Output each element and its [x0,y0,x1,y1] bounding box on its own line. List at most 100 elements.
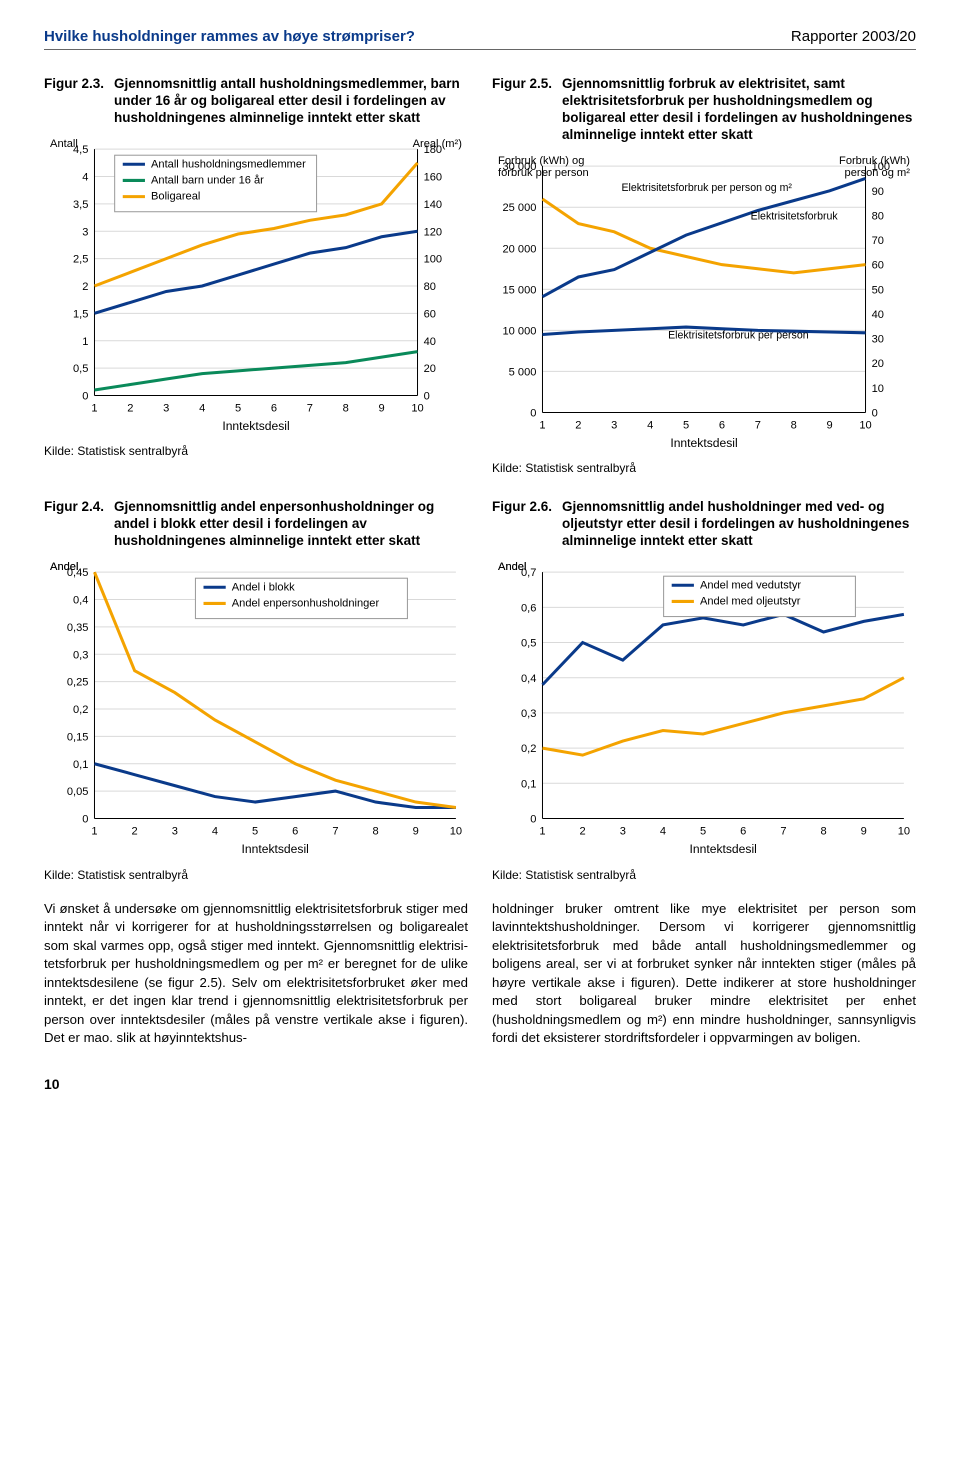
svg-text:10: 10 [411,402,423,414]
svg-text:5: 5 [252,826,258,838]
svg-text:100: 100 [424,253,443,265]
svg-text:50: 50 [872,284,884,296]
svg-text:0,05: 0,05 [67,786,89,798]
svg-text:80: 80 [424,281,436,293]
svg-text:2: 2 [132,826,138,838]
fig26-caption: Figur 2.6. Gjennomsnittlig andel hushold… [492,499,916,550]
svg-text:Inntektsdesil: Inntektsdesil [242,842,309,856]
svg-text:5: 5 [683,419,689,431]
fig26-source: Kilde: Statistisk sentralbyrå [492,868,916,882]
col-fig25: Figur 2.5. Gjennomsnittlig forbruk av el… [492,66,916,475]
svg-text:3: 3 [172,826,178,838]
fig24-caption: Figur 2.4. Gjennomsnittlig andel enperso… [44,499,468,550]
svg-text:0,25: 0,25 [67,677,89,689]
fig25-caption: Figur 2.5. Gjennomsnittlig forbruk av el… [492,76,916,144]
svg-text:Andel: Andel [498,561,526,573]
svg-text:10: 10 [450,826,462,838]
svg-text:Boligareal: Boligareal [151,190,200,202]
svg-text:9: 9 [413,826,419,838]
fig25-chart: 05 00010 00015 00020 00025 00030 0000102… [492,150,916,453]
header-report: Rapporter 2003/20 [791,28,916,45]
fig23-source: Kilde: Statistisk sentralbyrå [44,444,468,458]
svg-text:0,5: 0,5 [521,638,536,650]
svg-text:0,3: 0,3 [73,649,88,661]
svg-text:3: 3 [163,402,169,414]
fig26-text: Gjennomsnittlig andel husholdninger med … [562,499,916,550]
svg-text:20 000: 20 000 [502,243,536,255]
svg-text:Inntektsdesil: Inntektsdesil [222,418,289,432]
svg-text:3: 3 [611,419,617,431]
svg-text:8: 8 [343,402,349,414]
svg-text:140: 140 [424,199,443,211]
svg-text:160: 160 [424,171,443,183]
svg-text:Andel med vedutstyr: Andel med vedutstyr [700,579,801,591]
body-left: Vi ønsket å undersøke om gjennomsnittlig… [44,900,468,1048]
svg-text:5: 5 [235,402,241,414]
svg-text:8: 8 [820,826,826,838]
svg-text:40: 40 [424,335,436,347]
fig24-num: Figur 2.4. [44,499,104,550]
svg-text:4: 4 [647,419,653,431]
svg-text:person og m²: person og m² [845,167,911,179]
fig23-num: Figur 2.3. [44,76,104,127]
fig25-source: Kilde: Statistisk sentralbyrå [492,461,916,475]
svg-text:forbruk per person: forbruk per person [498,167,589,179]
fig23-text: Gjennomsnittlig antall husholdningsmedle… [114,76,468,127]
svg-text:Forbruk (kWh): Forbruk (kWh) [839,155,910,167]
svg-text:0,2: 0,2 [73,704,88,716]
svg-text:3,5: 3,5 [73,199,88,211]
svg-text:6: 6 [292,826,298,838]
svg-text:60: 60 [872,259,884,271]
svg-text:25 000: 25 000 [502,202,536,214]
svg-text:120: 120 [424,226,443,238]
col-fig23: Figur 2.3. Gjennomsnittlig antall hushol… [44,66,468,475]
svg-text:0,6: 0,6 [521,602,536,614]
svg-text:Andel enpersonhusholdninger: Andel enpersonhusholdninger [232,597,380,609]
svg-text:1: 1 [82,335,88,347]
svg-text:0,3: 0,3 [521,708,536,720]
svg-text:Andel: Andel [50,561,78,573]
svg-text:Elektrisitetsforbruk per perso: Elektrisitetsforbruk per person [668,329,809,341]
svg-text:6: 6 [271,402,277,414]
svg-text:Areal (m²): Areal (m²) [413,138,462,150]
col-fig24: Figur 2.4. Gjennomsnittlig andel enperso… [44,489,468,881]
svg-text:9: 9 [379,402,385,414]
svg-text:2: 2 [82,281,88,293]
svg-text:90: 90 [872,185,884,197]
svg-text:0: 0 [530,407,536,419]
svg-text:Andel i blokk: Andel i blokk [232,581,295,593]
body-text: Vi ønsket å undersøke om gjennomsnittlig… [44,900,916,1048]
header-title: Hvilke husholdninger rammes av høye strø… [44,28,415,45]
svg-text:1,5: 1,5 [73,308,88,320]
svg-text:1: 1 [539,826,545,838]
svg-text:7: 7 [307,402,313,414]
svg-text:0: 0 [82,813,88,825]
svg-text:10 000: 10 000 [502,325,536,337]
svg-text:Elektrisitetsforbruk per perso: Elektrisitetsforbruk per person og m² [621,181,792,193]
svg-text:0,4: 0,4 [73,595,88,607]
svg-text:2: 2 [580,826,586,838]
svg-text:1: 1 [539,419,545,431]
fig23-caption: Figur 2.3. Gjennomsnittlig antall hushol… [44,76,468,127]
page: Hvilke husholdninger rammes av høye strø… [0,0,960,1128]
svg-text:0: 0 [872,407,878,419]
svg-text:7: 7 [780,826,786,838]
svg-text:0,1: 0,1 [521,778,536,790]
svg-text:10: 10 [898,826,910,838]
fig25-text: Gjennomsnittlig forbruk av elektrisitet,… [562,76,916,144]
svg-text:Antall barn under 16 år: Antall barn under 16 år [151,174,264,186]
svg-text:10: 10 [859,419,871,431]
svg-text:8: 8 [791,419,797,431]
fig24-source: Kilde: Statistisk sentralbyrå [44,868,468,882]
svg-text:4: 4 [660,826,666,838]
svg-text:2: 2 [575,419,581,431]
svg-text:9: 9 [861,826,867,838]
page-header: Hvilke husholdninger rammes av høye strø… [44,28,916,50]
svg-text:60: 60 [424,308,436,320]
svg-text:0,4: 0,4 [521,673,536,685]
svg-text:80: 80 [872,210,884,222]
fig24-text: Gjennomsnittlig andel enpersonhusholdnin… [114,499,468,550]
svg-text:6: 6 [719,419,725,431]
svg-text:6: 6 [740,826,746,838]
body-right: holdninger bruker omtrent like mye elekt… [492,900,916,1048]
